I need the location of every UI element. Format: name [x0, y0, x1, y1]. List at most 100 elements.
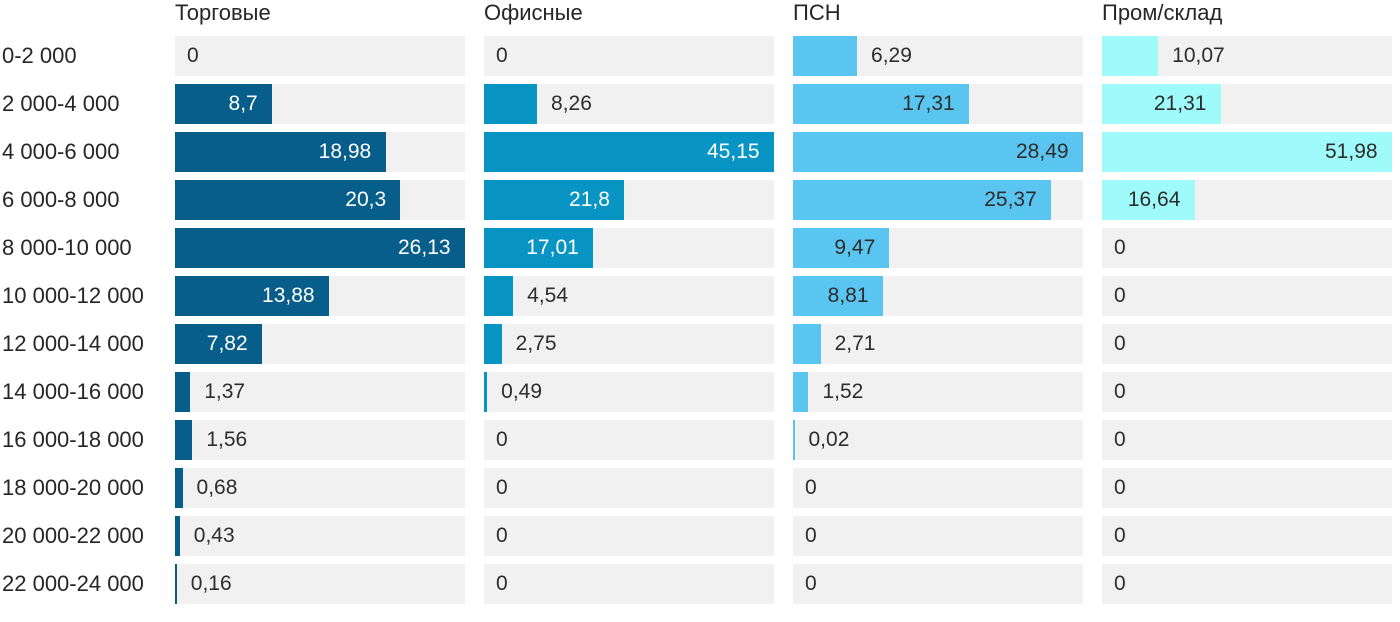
bar: [793, 276, 883, 316]
bar-track: 26,13: [175, 228, 465, 268]
value-label: 0,16: [190, 572, 232, 595]
bar-track: 2,75: [484, 324, 774, 364]
bar-track: 0: [1102, 468, 1392, 508]
value-label: 2,71: [834, 332, 876, 355]
value-label: 0: [496, 524, 508, 547]
value-label: 0: [496, 428, 508, 451]
value-label: 21,31: [1153, 92, 1207, 115]
bar-track: 0: [484, 420, 774, 460]
bar: [175, 420, 193, 460]
value-label: 45,15: [707, 140, 760, 163]
bar-track: 1,56: [175, 420, 465, 460]
bar: [1102, 36, 1159, 76]
bar-track: 0: [793, 468, 1083, 508]
value-label: 0: [1114, 380, 1126, 403]
bar-track: 0: [1102, 372, 1392, 412]
bar-track: 21,31: [1102, 84, 1392, 124]
bar-track: 17,01: [484, 228, 774, 268]
bar-track: 8,7: [175, 84, 465, 124]
bar: [484, 228, 594, 268]
bar-track: 2,71: [793, 324, 1083, 364]
bar-track: 51,98: [1102, 132, 1392, 172]
bar: [1102, 132, 1392, 172]
column-header: Торговые: [175, 0, 271, 25]
bar-track: 28,49: [793, 132, 1083, 172]
value-label: 0: [496, 572, 508, 595]
bar-track: 0: [793, 516, 1083, 556]
bar-track: 20,3: [175, 180, 465, 220]
value-label: 21,8: [569, 188, 610, 211]
bar-track: 7,82: [175, 324, 465, 364]
chart-grid: Торговые Офисные ПСН Пром/склад 0-2 000 0 0 6,2…: [0, 0, 1392, 604]
bar-track: 10,07: [1102, 36, 1392, 76]
column-header: ПСН: [793, 0, 841, 25]
corner-spacer: [0, 0, 156, 28]
row-label: 4 000-6 000: [2, 139, 120, 164]
value-label: 0: [1114, 284, 1126, 307]
bar-track: 0: [484, 516, 774, 556]
bar-track: 18,98: [175, 132, 465, 172]
bar-track: 0: [1102, 324, 1392, 364]
bar: [175, 228, 465, 268]
bar-track: 8,26: [484, 84, 774, 124]
value-label: 17,31: [902, 92, 955, 115]
bar-track: 0: [484, 468, 774, 508]
value-label: 7,82: [206, 332, 248, 355]
value-label: 25,37: [984, 188, 1037, 211]
value-label: 28,49: [1016, 140, 1069, 163]
value-label: 0: [496, 476, 508, 499]
bar-track: 13,88: [175, 276, 465, 316]
bar-track: 25,37: [793, 180, 1083, 220]
value-label: 0: [1114, 572, 1126, 595]
bar: [793, 420, 795, 460]
value-label: 18,98: [318, 140, 372, 163]
row-label: 6 000-8 000: [2, 187, 120, 212]
bar-track: 6,29: [793, 36, 1083, 76]
bar: [484, 180, 625, 220]
bar: [484, 84, 538, 124]
value-label: 6,29: [871, 44, 912, 67]
bar-track: 0,02: [793, 420, 1083, 460]
bar-track: 1,52: [793, 372, 1083, 412]
bar-track: 0: [1102, 420, 1392, 460]
value-label: 26,13: [398, 236, 451, 259]
value-label: 0: [805, 572, 817, 595]
bar: [175, 516, 180, 556]
column-header: Офисные: [484, 0, 583, 25]
bar: [484, 372, 488, 412]
bar-track: 0: [484, 564, 774, 604]
row-label: 22 000-24 000: [2, 571, 144, 596]
value-label: 8,7: [228, 92, 258, 115]
bar-track: 0: [1102, 276, 1392, 316]
bar-track: 0,43: [175, 516, 465, 556]
value-label: 1,37: [204, 380, 246, 403]
bar-track: 0: [1102, 516, 1392, 556]
row-label: 0-2 000: [2, 43, 77, 68]
value-label: 16,64: [1127, 188, 1181, 211]
value-label: 0,68: [196, 476, 238, 499]
bar: [793, 228, 890, 268]
bar-track: 0: [793, 564, 1083, 604]
value-label: 0: [1114, 476, 1126, 499]
bar: [793, 132, 1083, 172]
row-label: 10 000-12 000: [2, 283, 144, 308]
bar-track: 21,8: [484, 180, 774, 220]
bar-track: 0: [484, 36, 774, 76]
value-label: 0: [805, 476, 817, 499]
value-label: 2,75: [515, 332, 557, 355]
bar: [175, 276, 330, 316]
row-label: 12 000-14 000: [2, 331, 144, 356]
bar-track: 4,54: [484, 276, 774, 316]
bar-track: 45,15: [484, 132, 774, 172]
bar: [175, 132, 386, 172]
bar: [484, 276, 514, 316]
bar: [484, 132, 774, 172]
value-label: 0: [1114, 236, 1126, 259]
bar-track: 0: [1102, 564, 1392, 604]
value-label: 9,47: [834, 236, 876, 259]
bar: [793, 36, 858, 76]
value-label: 0,43: [193, 524, 235, 547]
value-label: 0: [1114, 332, 1126, 355]
bar: [1102, 84, 1221, 124]
